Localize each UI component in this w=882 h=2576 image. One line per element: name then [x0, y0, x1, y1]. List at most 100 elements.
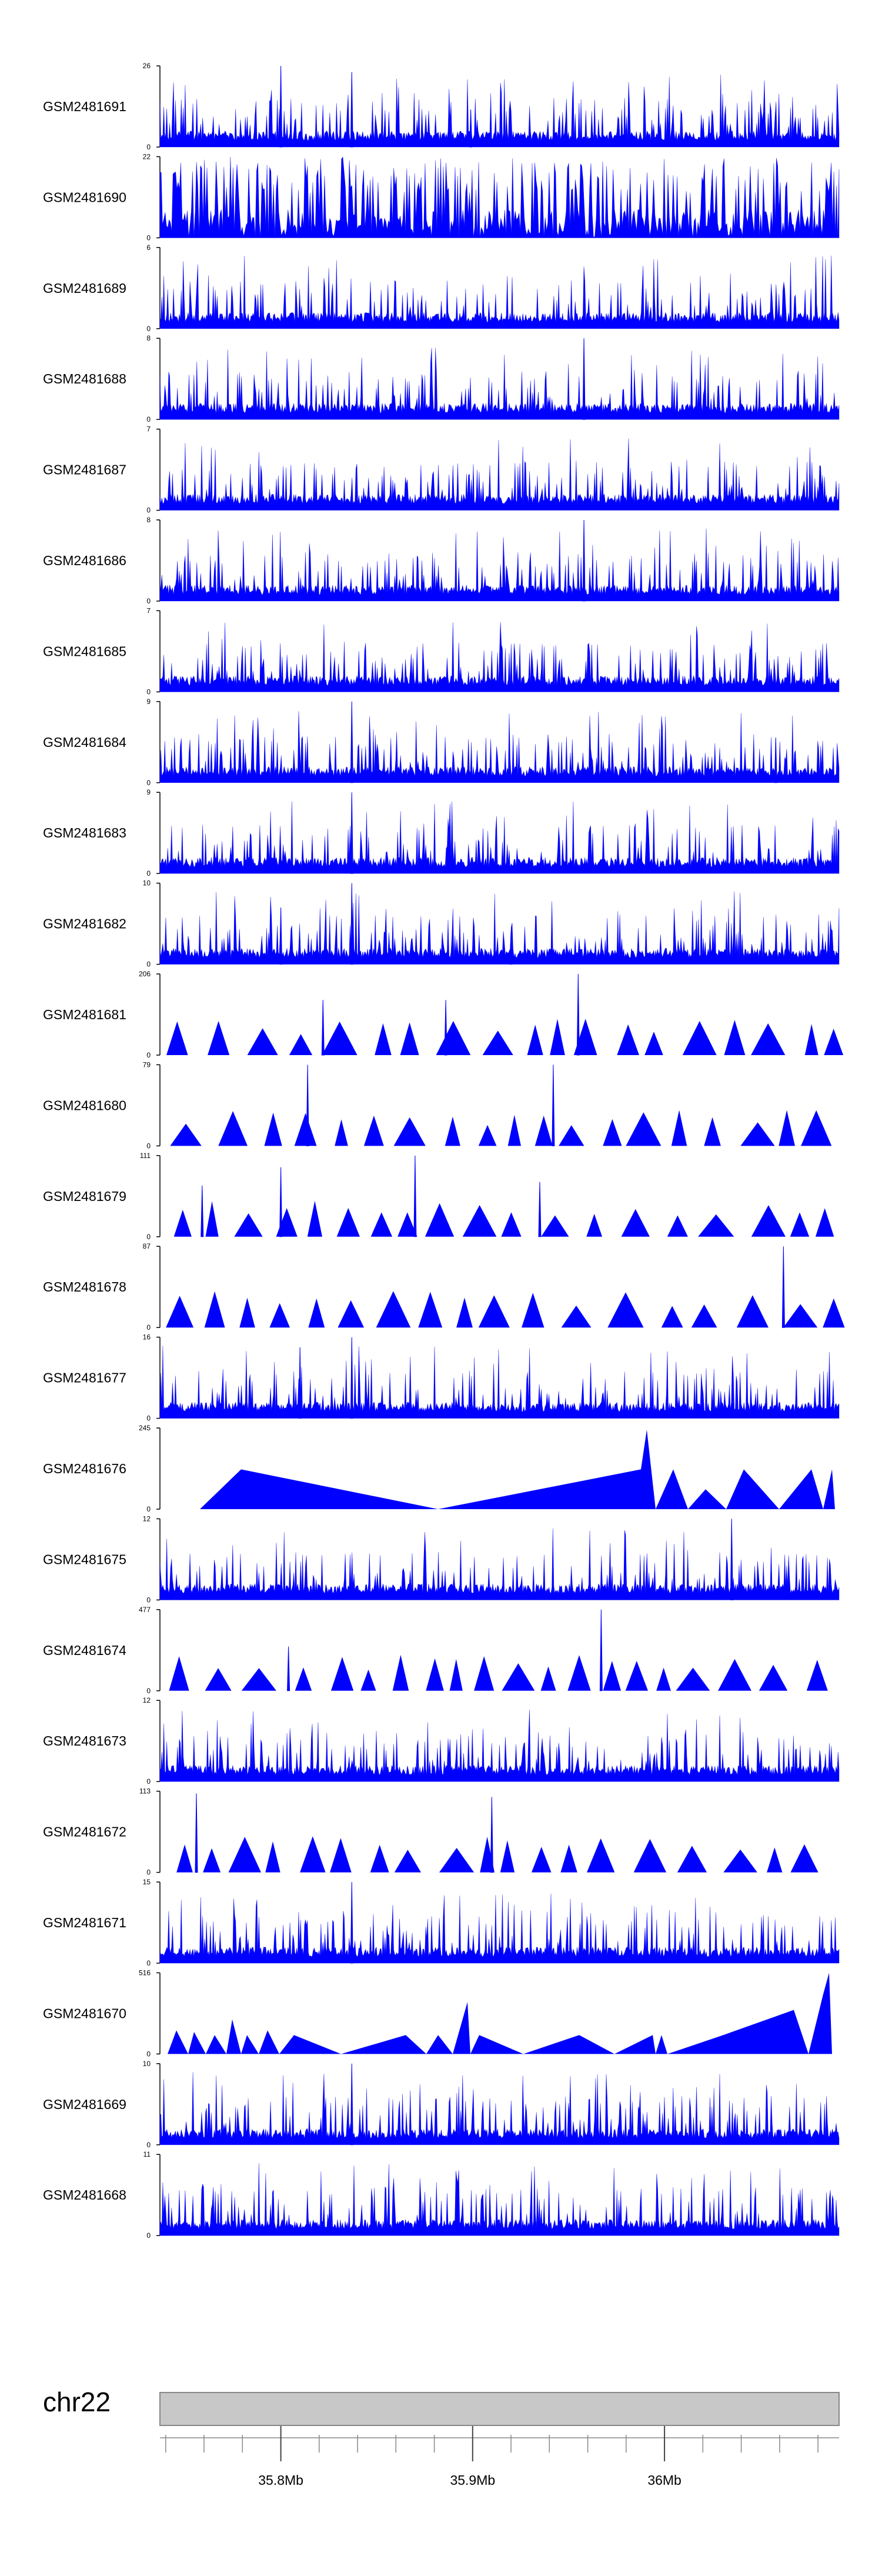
y-tick-label-max: 8	[146, 516, 151, 524]
y-tick-label-max: 111	[140, 1152, 151, 1160]
axis-tick-label: 35.9Mb	[450, 2472, 495, 2488]
y-tick-label-min: 0	[146, 2141, 151, 2149]
signal-peak	[774, 738, 777, 783]
signal-peak	[469, 109, 473, 148]
y-tick-label-min: 0	[146, 1505, 151, 1513]
y-tick-label-min: 0	[146, 960, 151, 969]
track-label: GSM2481673	[43, 1733, 126, 1749]
y-tick-label-max: 7	[146, 425, 151, 433]
track-GSM2481676: GSM2481676 245 0	[43, 1424, 835, 1513]
genomic-axis: 35.8Mb 35.9Mb 36Mb	[160, 2426, 839, 2488]
signal-area	[160, 1200, 839, 1237]
signal-peak	[582, 519, 586, 602]
signal-area	[159, 1709, 840, 1782]
signal-area	[159, 438, 840, 510]
track-label: GSM2481677	[43, 1370, 126, 1386]
signal-area	[159, 2072, 840, 2145]
tracks-panel: GSM2481691260GSM2481690220GSM248168960GS…	[43, 62, 845, 2240]
signal-area	[159, 2163, 840, 2236]
track-label: GSM2481691	[43, 99, 126, 114]
y-tick-label-max: 87	[143, 1242, 151, 1250]
signal-area	[159, 622, 840, 692]
signal-area	[159, 528, 840, 602]
y-tick-label-min: 0	[146, 1142, 151, 1150]
y-tick-label-min: 0	[146, 1777, 151, 1786]
y-tick-label-max: 22	[143, 152, 151, 161]
chromosome-ideogram: chr22 35.8Mb 35.9Mb 36Mb	[43, 2387, 840, 2488]
y-tick-label-max: 11	[143, 2150, 151, 2158]
chromosome-bar	[159, 2392, 840, 2426]
track-GSM2481689: GSM2481689 6 0	[43, 243, 840, 333]
track-label: GSM2481672	[43, 1824, 126, 1840]
track-GSM2481690: GSM2481690 22 0	[43, 152, 840, 242]
signal-peak	[350, 792, 353, 874]
signal-peak	[576, 973, 580, 1056]
track-label: GSM2481675	[43, 1551, 126, 1567]
track-label: GSM2481679	[43, 1189, 126, 1204]
track-GSM2481680: GSM2481680 79 0	[43, 1060, 839, 1150]
y-tick-label-min: 0	[146, 415, 151, 423]
track-GSM2481668: GSM2481668 11 0	[43, 2150, 840, 2240]
signal-area	[160, 1291, 845, 1328]
track-label: GSM2481674	[43, 1643, 126, 1658]
track-label: GSM2481676	[43, 1461, 126, 1476]
track-GSM2481670: GSM2481670 516 0	[43, 1968, 832, 2058]
y-tick-label-min: 0	[146, 1233, 151, 1241]
y-tick-label-min: 0	[146, 688, 151, 696]
track-label: GSM2481685	[43, 643, 126, 659]
track-GSM2481681: GSM2481681 206 0	[43, 970, 844, 1059]
signal-area	[200, 1429, 835, 1509]
y-tick-label-max: 8	[146, 334, 151, 342]
signal-peak	[490, 1797, 493, 1873]
track-label: GSM2481680	[43, 1097, 126, 1113]
signal-peak	[279, 907, 283, 965]
track-GSM2481688: GSM2481688 8 0	[43, 334, 840, 423]
track-GSM2481682: GSM2481682 10 0	[43, 879, 840, 969]
signal-peak	[195, 1793, 198, 1873]
y-tick-label-min: 0	[146, 1051, 151, 1059]
track-GSM2481691: GSM2481691 26 0	[43, 62, 840, 151]
signal-peak	[350, 72, 353, 148]
signal-peak	[306, 1065, 309, 1146]
signal-area	[159, 255, 840, 329]
y-tick-label-min: 0	[146, 1687, 151, 1695]
axis-tick-label: 36Mb	[647, 2472, 681, 2488]
signal-area	[160, 1654, 839, 1691]
y-tick-label-max: 7	[146, 606, 151, 615]
track-label: GSM2481670	[43, 2006, 126, 2021]
signal-area	[160, 1110, 839, 1146]
track-GSM2481677: GSM2481677 16 0	[43, 1333, 840, 1423]
y-tick-label-max: 245	[139, 1424, 151, 1432]
chromosome-label: chr22	[43, 2387, 111, 2417]
y-tick-label-max: 9	[146, 788, 151, 796]
y-tick-label-min: 0	[146, 1596, 151, 1604]
signal-peak	[413, 1155, 417, 1237]
signal-area	[160, 1019, 844, 1055]
track-GSM2481672: GSM2481672 113 0	[43, 1787, 839, 1877]
y-tick-label-min: 0	[146, 597, 151, 605]
signal-peak	[321, 1000, 325, 1056]
track-GSM2481686: GSM2481686 8 0	[43, 516, 840, 605]
y-tick-label-max: 113	[139, 1787, 151, 1796]
signal-peak	[350, 2063, 353, 2145]
signal-peak	[552, 1065, 555, 1146]
signal-peak	[350, 883, 353, 965]
y-tick-label-max: 12	[143, 1696, 151, 1704]
track-GSM2481687: GSM2481687 7 0	[43, 425, 840, 515]
track-GSM2481673: GSM2481673 12 0	[43, 1696, 840, 1786]
signal-area	[159, 348, 840, 420]
signal-area	[159, 801, 840, 874]
signal-area	[160, 1836, 839, 1873]
y-tick-label-min: 0	[146, 325, 151, 333]
signal-area	[159, 156, 840, 238]
axis-tick-label: 35.8Mb	[258, 2472, 303, 2488]
y-tick-label-max: 12	[143, 1514, 151, 1523]
signal-area	[168, 1973, 832, 2054]
y-tick-label-max: 6	[146, 243, 151, 252]
track-label: GSM2481668	[43, 2187, 126, 2203]
y-tick-label-max: 26	[143, 62, 151, 70]
signal-peak	[599, 1609, 603, 1691]
signal-peak	[298, 1347, 302, 1419]
signal-peak	[538, 1182, 542, 1237]
track-label: GSM2481683	[43, 825, 126, 840]
